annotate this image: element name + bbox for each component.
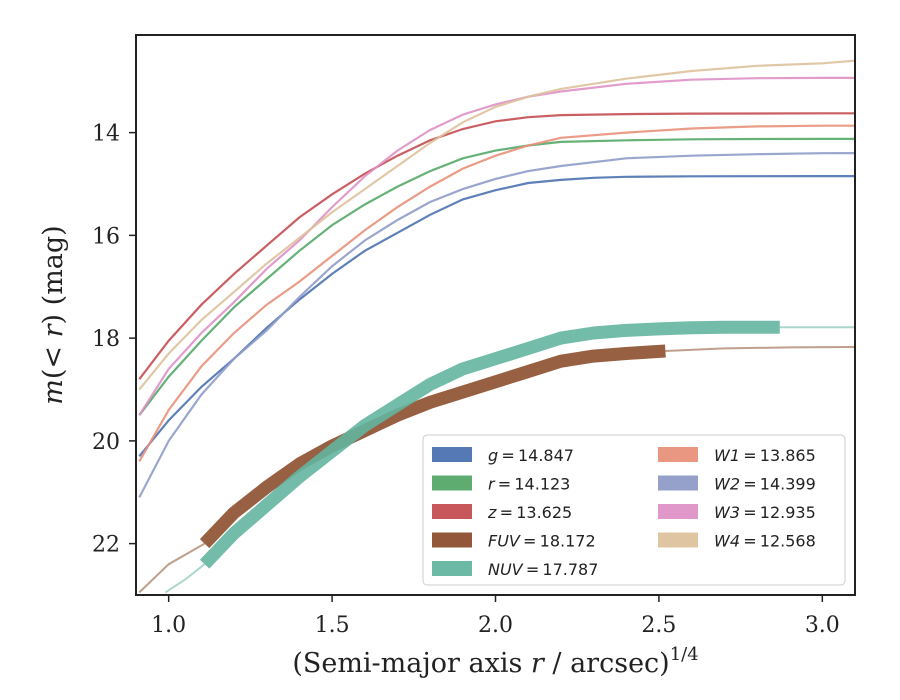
legend-label: W4 = 12.568: [714, 532, 816, 551]
legend-label: FUV = 18.172: [488, 532, 596, 551]
series-6-line: [138, 152, 855, 498]
legend-label: W1 = 13.865: [714, 446, 816, 465]
series-1-line: [138, 137, 855, 416]
legend-label: g = 14.847: [488, 446, 574, 465]
x-tick-label: 3.0: [805, 613, 840, 638]
series-3-extension-line: [138, 542, 206, 594]
legend-label: NUV = 17.787: [488, 560, 598, 579]
x-tick-label: 2.5: [641, 613, 676, 638]
plot-area: [138, 59, 855, 594]
axis-ticks: 1.0 1.5 2.0 2.5 3.0 14 16 18 20 22: [92, 122, 840, 638]
legend-box: [422, 434, 846, 586]
y-tick-label: 22: [92, 533, 120, 558]
legend-swatch: [432, 447, 472, 462]
series-3-band: [199, 344, 666, 549]
series-3-tail-line: [665, 346, 855, 352]
y-tick-label: 16: [92, 224, 120, 249]
series-8-line: [138, 59, 855, 391]
x-tick-label: 2.0: [478, 613, 513, 638]
legend-swatch: [658, 475, 698, 491]
x-axis-label: (Semi-major axis r / arcsec)1/4: [292, 644, 698, 679]
x-tick-label: 1.5: [315, 613, 350, 638]
y-axis-label: m(< r) (mag): [38, 225, 69, 404]
series-5-line: [138, 124, 855, 462]
legend-label: z = 13.625: [487, 503, 572, 522]
legend-swatch: [432, 504, 472, 519]
legend-swatch: [432, 532, 472, 548]
series-4-extension-line: [164, 563, 206, 594]
legend-swatch: [658, 532, 698, 548]
legend-label: r = 14.123: [488, 475, 570, 494]
series-4-band: [199, 320, 780, 569]
legend-label: W3 = 12.935: [714, 503, 816, 522]
legend-label: W2 = 14.399: [714, 475, 816, 494]
legend-swatch: [658, 447, 698, 462]
legend-swatch: [432, 475, 472, 491]
series-2-line: [138, 112, 855, 380]
legend-swatch: [432, 561, 472, 576]
y-tick-label: 20: [92, 430, 120, 455]
y-tick-label: 14: [92, 122, 120, 147]
series-7-line: [138, 76, 855, 416]
series-0-line: [138, 175, 855, 457]
legend: g = 14.847 r = 14.123 z = 13.625 FUV = 18.1…: [422, 434, 846, 586]
x-tick-label: 1.0: [151, 613, 186, 638]
y-tick-label: 18: [92, 327, 120, 352]
legend-swatch: [658, 504, 698, 519]
